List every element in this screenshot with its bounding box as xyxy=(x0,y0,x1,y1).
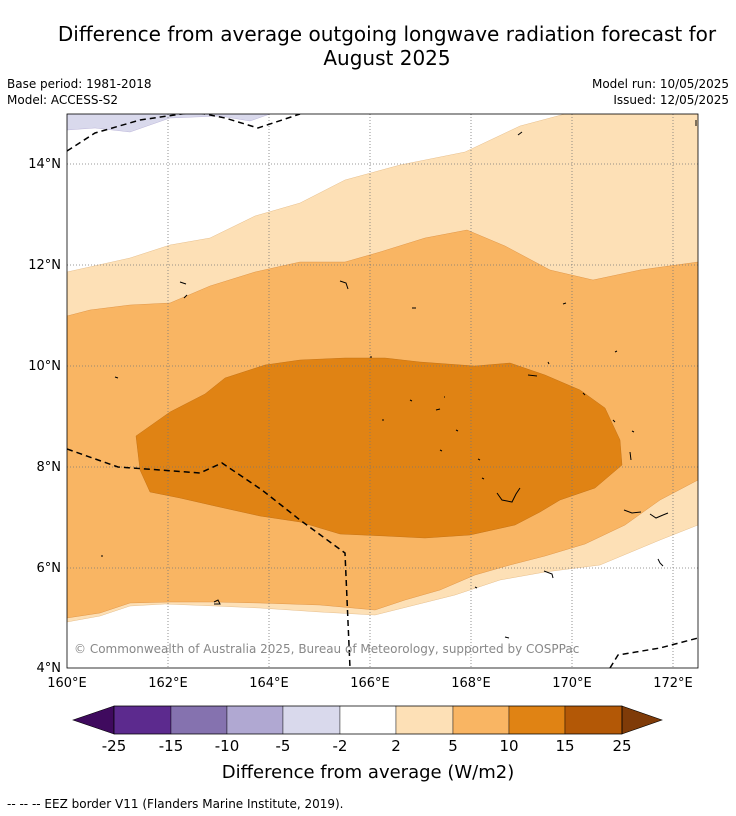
map-area: © Commonwealth of Australia 2025, Bureau… xyxy=(67,114,698,668)
contour-neutral-south xyxy=(480,566,698,668)
colorbar-segment xyxy=(452,705,510,735)
lon-label-168e: 168°E xyxy=(451,676,491,691)
lat-axis: 14°N 12°N 10°N 8°N 6°N 4°N xyxy=(28,157,61,676)
lat-label-6n: 6°N xyxy=(37,561,62,576)
colorbar-segment xyxy=(508,705,566,735)
islands xyxy=(101,120,697,639)
eez-legend-note: -- -- -- EEZ border V11 (Flanders Marine… xyxy=(7,797,344,811)
lon-label-162e: 162°E xyxy=(148,676,188,691)
colorbar-segment xyxy=(564,705,623,735)
lon-label-170e: 170°E xyxy=(552,676,592,691)
meta-right: Model run: 10/05/2025 Issued: 12/05/2025 xyxy=(592,76,729,108)
cb-tick: -10 xyxy=(215,737,240,755)
cb-tick: 2 xyxy=(391,737,401,755)
cb-tick: 25 xyxy=(612,737,631,755)
colorbar-segment xyxy=(113,705,172,735)
colorbar-segment xyxy=(170,705,228,735)
contour-neg-2-5 xyxy=(67,114,271,133)
cb-tick: 10 xyxy=(499,737,518,755)
map-title: Difference from average outgoing longwav… xyxy=(30,22,736,70)
model-name: Model: ACCESS-S2 xyxy=(7,93,119,107)
cb-tick: -2 xyxy=(333,737,348,755)
lat-label-12n: 12°N xyxy=(28,258,61,273)
cb-tick: -5 xyxy=(276,737,291,755)
lat-label-14n: 14°N xyxy=(28,157,61,172)
eez-borders xyxy=(67,114,698,668)
model-run: Model run: 10/05/2025 xyxy=(591,77,729,91)
colorbar-extend-high xyxy=(621,705,663,735)
copyright-notice: © Commonwealth of Australia 2025, Bureau… xyxy=(74,642,579,656)
lon-label-172e: 172°E xyxy=(653,676,693,691)
colorbar-segment xyxy=(339,705,397,735)
colorbar-extend-low xyxy=(72,705,115,735)
colorbar-ticks: -25 -15 -10 -5 -2 2 5 10 15 25 xyxy=(102,737,632,755)
lat-label-8n: 8°N xyxy=(37,460,62,475)
cb-tick: 5 xyxy=(448,737,458,755)
colorbar-segment xyxy=(395,705,454,735)
colorbar-segment xyxy=(282,705,341,735)
cb-tick: -25 xyxy=(102,737,127,755)
base-period: Base period: 1981-2018 xyxy=(7,77,152,91)
lon-axis: 160°E 162°E 164°E 166°E 168°E 170°E 172°… xyxy=(47,676,693,691)
meta-left: Base period: 1981-2018 Model: ACCESS-S2 xyxy=(7,76,152,108)
lon-label-164e: 164°E xyxy=(249,676,289,691)
lat-label-4n: 4°N xyxy=(37,661,62,676)
colorbar-segment xyxy=(226,705,284,735)
contour-10-15 xyxy=(135,357,623,539)
lon-label-166e: 166°E xyxy=(350,676,390,691)
lat-label-10n: 10°N xyxy=(28,359,61,374)
cb-tick: -15 xyxy=(159,737,184,755)
title-line-2: August 2025 xyxy=(323,46,451,70)
colorbar-label: Difference from average (W/m2) xyxy=(222,762,514,783)
issued-date: Issued: 12/05/2025 xyxy=(613,93,729,107)
gridlines xyxy=(67,114,698,668)
cb-tick: 15 xyxy=(555,737,574,755)
title-line-1: Difference from average outgoing longwav… xyxy=(57,22,717,46)
map-frame xyxy=(66,113,699,669)
lon-label-160e: 160°E xyxy=(47,676,87,691)
colorbar xyxy=(72,705,663,735)
